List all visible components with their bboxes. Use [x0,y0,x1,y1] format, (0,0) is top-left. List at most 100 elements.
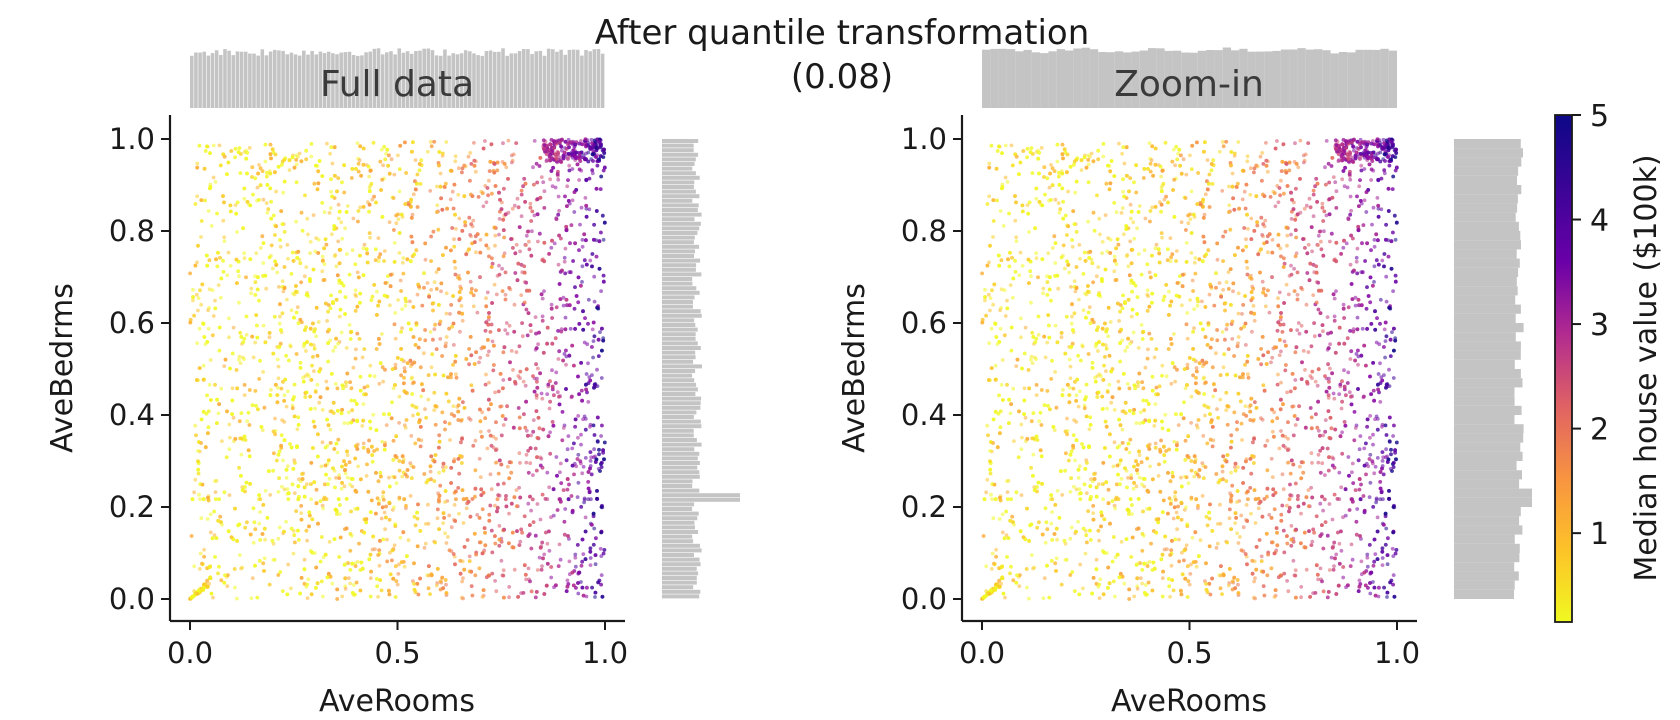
scatter-point [594,536,598,541]
scatter-point [526,501,531,506]
scatter-point [347,323,352,327]
scatter-point [323,445,328,450]
scatter-point [319,464,324,469]
scatter-point [317,159,322,163]
scatter-point [408,259,413,264]
histogram-bar [662,185,694,189]
scatter-point [533,533,538,538]
scatter-point [500,200,504,205]
histogram-bar [662,387,698,392]
scatter-point [209,591,214,596]
scatter-point [314,565,319,570]
scatter-point [331,301,335,305]
scatter-point [303,395,308,399]
scatter-point [529,508,533,513]
scatter-point [397,251,402,255]
scatter-point [290,482,295,487]
scatter-point [558,470,562,475]
scatter-point [315,581,320,586]
histogram-bar [252,53,256,108]
scatter-point [305,596,310,600]
scatter-point [197,326,202,331]
scatter-point [257,198,261,202]
scatter-point [353,309,358,313]
scatter-point [469,287,474,291]
scatter-point [460,318,465,323]
scatter-point [354,294,358,298]
scatter-point [329,145,334,150]
scatter-point [405,554,409,559]
scatter-point [282,393,287,398]
scatter-point [501,573,506,578]
scatter-point [509,349,514,353]
scatter-point [454,227,458,231]
scatter-point [511,246,515,250]
scatter-point [532,139,537,143]
scatter-point [378,539,382,543]
scatter-point [451,363,455,367]
scatter-point [505,331,510,336]
scatter-point [594,186,599,191]
scatter-point [555,508,560,512]
histogram-bar [662,152,699,157]
scatter-point [466,270,470,275]
scatter-point [565,578,570,583]
scatter-point [471,293,476,298]
scatter-point [333,382,338,386]
histogram-bar [662,323,696,327]
scatter-point [515,196,520,201]
scatter-point [198,288,202,293]
scatter-point [595,439,600,444]
scatter-point [227,493,232,497]
scatter-point [274,224,278,229]
scatter-point [419,158,424,163]
scatter-point [569,223,574,228]
scatter-point [207,383,212,387]
scatter-point [424,522,428,526]
histogram-bar [235,51,240,108]
scatter-point [489,528,494,533]
scatter-point [550,420,555,424]
scatter-point [516,595,520,599]
scatter-point [443,420,447,424]
histogram-bar [662,576,697,580]
scatter-point [223,573,227,578]
scatter-point [511,152,516,157]
scatter-point [356,161,361,166]
histogram-bar [206,55,211,108]
scatter-point [588,450,593,454]
scatter-point [542,206,547,210]
scatter-point [409,434,414,438]
scatter-point [537,555,542,560]
scatter-point [364,474,369,478]
histogram-bar [662,332,696,337]
histogram-bar [662,240,694,245]
scatter-point [380,439,385,444]
scatter-point [361,162,366,167]
scatter-point [221,218,226,223]
scatter-point [517,415,522,420]
scatter-point [578,222,582,227]
scatter-point [593,553,598,557]
scatter-point [235,596,239,601]
scatter-point [298,261,303,266]
scatter-point [221,258,225,263]
scatter-point [456,409,461,414]
scatter-point [299,280,303,285]
scatter-point [276,364,281,369]
scatter-point [452,237,456,242]
scatter-point [591,355,595,360]
scatter-point [515,278,520,283]
scatter-point [392,475,397,480]
scatter-point [344,384,348,388]
histogram-bar [662,382,697,387]
scatter-point [215,397,220,402]
histogram-bar [360,55,364,108]
scatter-point [397,231,402,235]
scatter-point [493,233,498,238]
scatter-point [495,168,500,173]
scatter-point [379,188,383,192]
scatter-point [394,481,399,486]
scatter-point [272,314,277,319]
scatter-point [311,446,315,450]
